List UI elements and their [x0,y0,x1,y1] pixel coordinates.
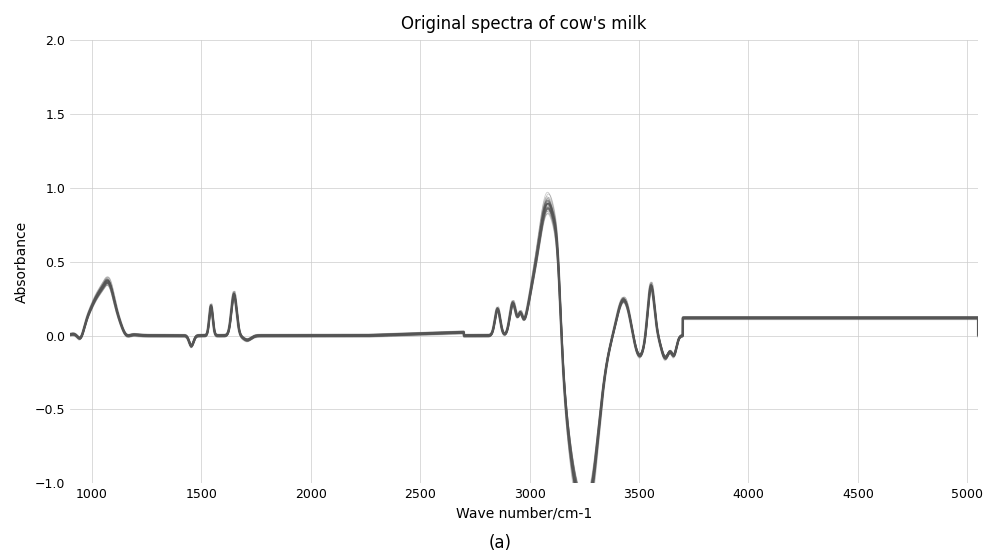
Text: (a): (a) [488,535,512,552]
Y-axis label: Absorbance: Absorbance [15,220,29,303]
Title: Original spectra of cow's milk: Original spectra of cow's milk [401,15,647,33]
X-axis label: Wave number/cm-1: Wave number/cm-1 [456,507,592,521]
